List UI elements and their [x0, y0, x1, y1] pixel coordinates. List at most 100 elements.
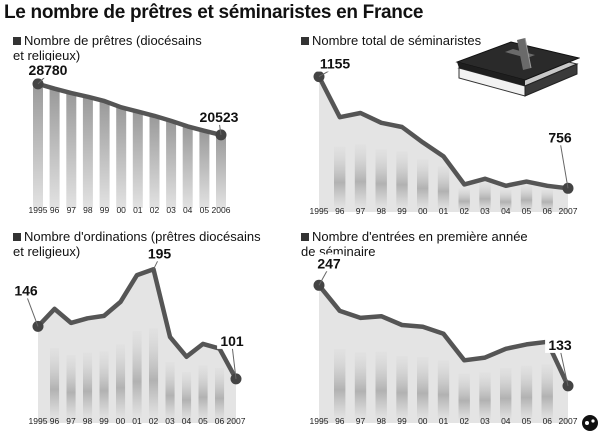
- bar: [216, 134, 226, 208]
- panel-3-title: Nombre d'ordinations (prêtres diocésains…: [13, 229, 261, 259]
- bar: [99, 101, 110, 208]
- bar: [82, 96, 93, 208]
- bar: [116, 107, 127, 208]
- bar: [199, 130, 210, 208]
- column-shade: [116, 344, 126, 423]
- label-leader: [25, 294, 39, 327]
- data-label: 28780: [29, 62, 68, 78]
- tick-label: 03: [165, 416, 175, 426]
- panel-1-title-line1: Nombre de prêtres (diocésains: [24, 33, 202, 48]
- legend-square-icon: [13, 37, 21, 45]
- data-label: 195: [148, 245, 172, 261]
- tick-label: 05: [522, 206, 532, 216]
- column-shade: [396, 151, 408, 212]
- tick-label: 03: [480, 416, 490, 426]
- tick-label: 04: [183, 205, 193, 215]
- tick-label: 97: [356, 416, 366, 426]
- column-shade: [182, 371, 192, 423]
- series-line: [35, 267, 239, 382]
- column-shade: [479, 372, 491, 423]
- label-background: [545, 335, 575, 353]
- column-shade: [520, 365, 533, 423]
- bar: [66, 93, 77, 208]
- label-background: [24, 60, 72, 78]
- column-shade: [500, 189, 512, 212]
- label-background: [217, 331, 247, 349]
- tick-label: 99: [100, 205, 110, 215]
- tick-label: 96: [50, 416, 60, 426]
- tick-label: 06: [543, 206, 553, 216]
- publisher-logo-icon: [582, 415, 598, 431]
- data-label: 133: [548, 337, 572, 353]
- data-label: 247: [317, 255, 341, 271]
- column-shade: [396, 356, 408, 423]
- column-shade: [354, 144, 367, 212]
- tick-label: 02: [460, 416, 470, 426]
- legend-square-icon: [301, 233, 309, 241]
- tick-label: 96: [335, 206, 345, 216]
- tick-label: 01: [132, 416, 142, 426]
- tick-label: 02: [460, 206, 470, 216]
- tick-label: 97: [356, 206, 366, 216]
- column-shade: [334, 146, 346, 212]
- tick-label: 1995: [29, 416, 48, 426]
- series-line: [35, 81, 224, 138]
- column-shade: [198, 365, 208, 423]
- tick-label: 98: [377, 416, 387, 426]
- bar: [166, 120, 177, 208]
- column-shade: [520, 185, 533, 212]
- legend-square-icon: [13, 233, 21, 241]
- column-shade: [132, 331, 142, 423]
- label-leader: [559, 141, 569, 189]
- label-background: [314, 254, 344, 272]
- tick-label: 96: [335, 416, 345, 426]
- tick-label: 2006: [212, 205, 231, 215]
- label-background: [144, 244, 175, 262]
- column-shade: [149, 328, 159, 423]
- tick-label: 2007: [559, 416, 578, 426]
- tick-label: 97: [66, 416, 76, 426]
- label-leader: [559, 348, 569, 387]
- tick-label: 96: [50, 205, 60, 215]
- bar: [49, 88, 60, 208]
- column-shade: [437, 166, 450, 212]
- column-shade: [541, 189, 553, 212]
- tick-label: 2007: [227, 416, 246, 426]
- bar: [132, 111, 143, 208]
- bar: [182, 126, 193, 208]
- tick-label: 00: [116, 205, 126, 215]
- tick-label: 04: [182, 416, 192, 426]
- tick-label: 02: [150, 205, 160, 215]
- tick-label: 1995: [310, 206, 329, 216]
- tick-label: 06: [543, 416, 553, 426]
- page-title: Le nombre de prêtres et séminaristes en …: [4, 2, 424, 23]
- tick-label: 99: [397, 416, 407, 426]
- label-background: [195, 107, 243, 125]
- column-shade: [375, 351, 387, 423]
- tick-label: 98: [83, 416, 93, 426]
- data-label: 756: [548, 129, 572, 145]
- column-shade: [50, 348, 60, 423]
- panel-1-title-line2: et religieux): [13, 48, 81, 63]
- panel-2-title-line1: Nombre total de séminaristes: [312, 33, 482, 48]
- tick-label: 05: [522, 416, 532, 426]
- panel-4-title: Nombre d'entrées en première année de sé…: [301, 229, 528, 259]
- tick-label: 98: [83, 205, 93, 215]
- label-background: [315, 54, 355, 72]
- tick-label: 01: [439, 206, 449, 216]
- tick-label: 98: [377, 206, 387, 216]
- tick-label: 05: [200, 205, 210, 215]
- bar: [149, 115, 160, 208]
- series-line: [316, 283, 571, 389]
- panel-3-title-line1: Nombre d'ordinations (prêtres diocésains: [24, 229, 261, 244]
- data-label: 1155: [320, 56, 351, 72]
- tick-label: 97: [67, 205, 77, 215]
- tick-label: 03: [166, 205, 176, 215]
- tick-label: 05: [198, 416, 208, 426]
- column-shade: [66, 355, 76, 423]
- tick-label: 01: [133, 205, 143, 215]
